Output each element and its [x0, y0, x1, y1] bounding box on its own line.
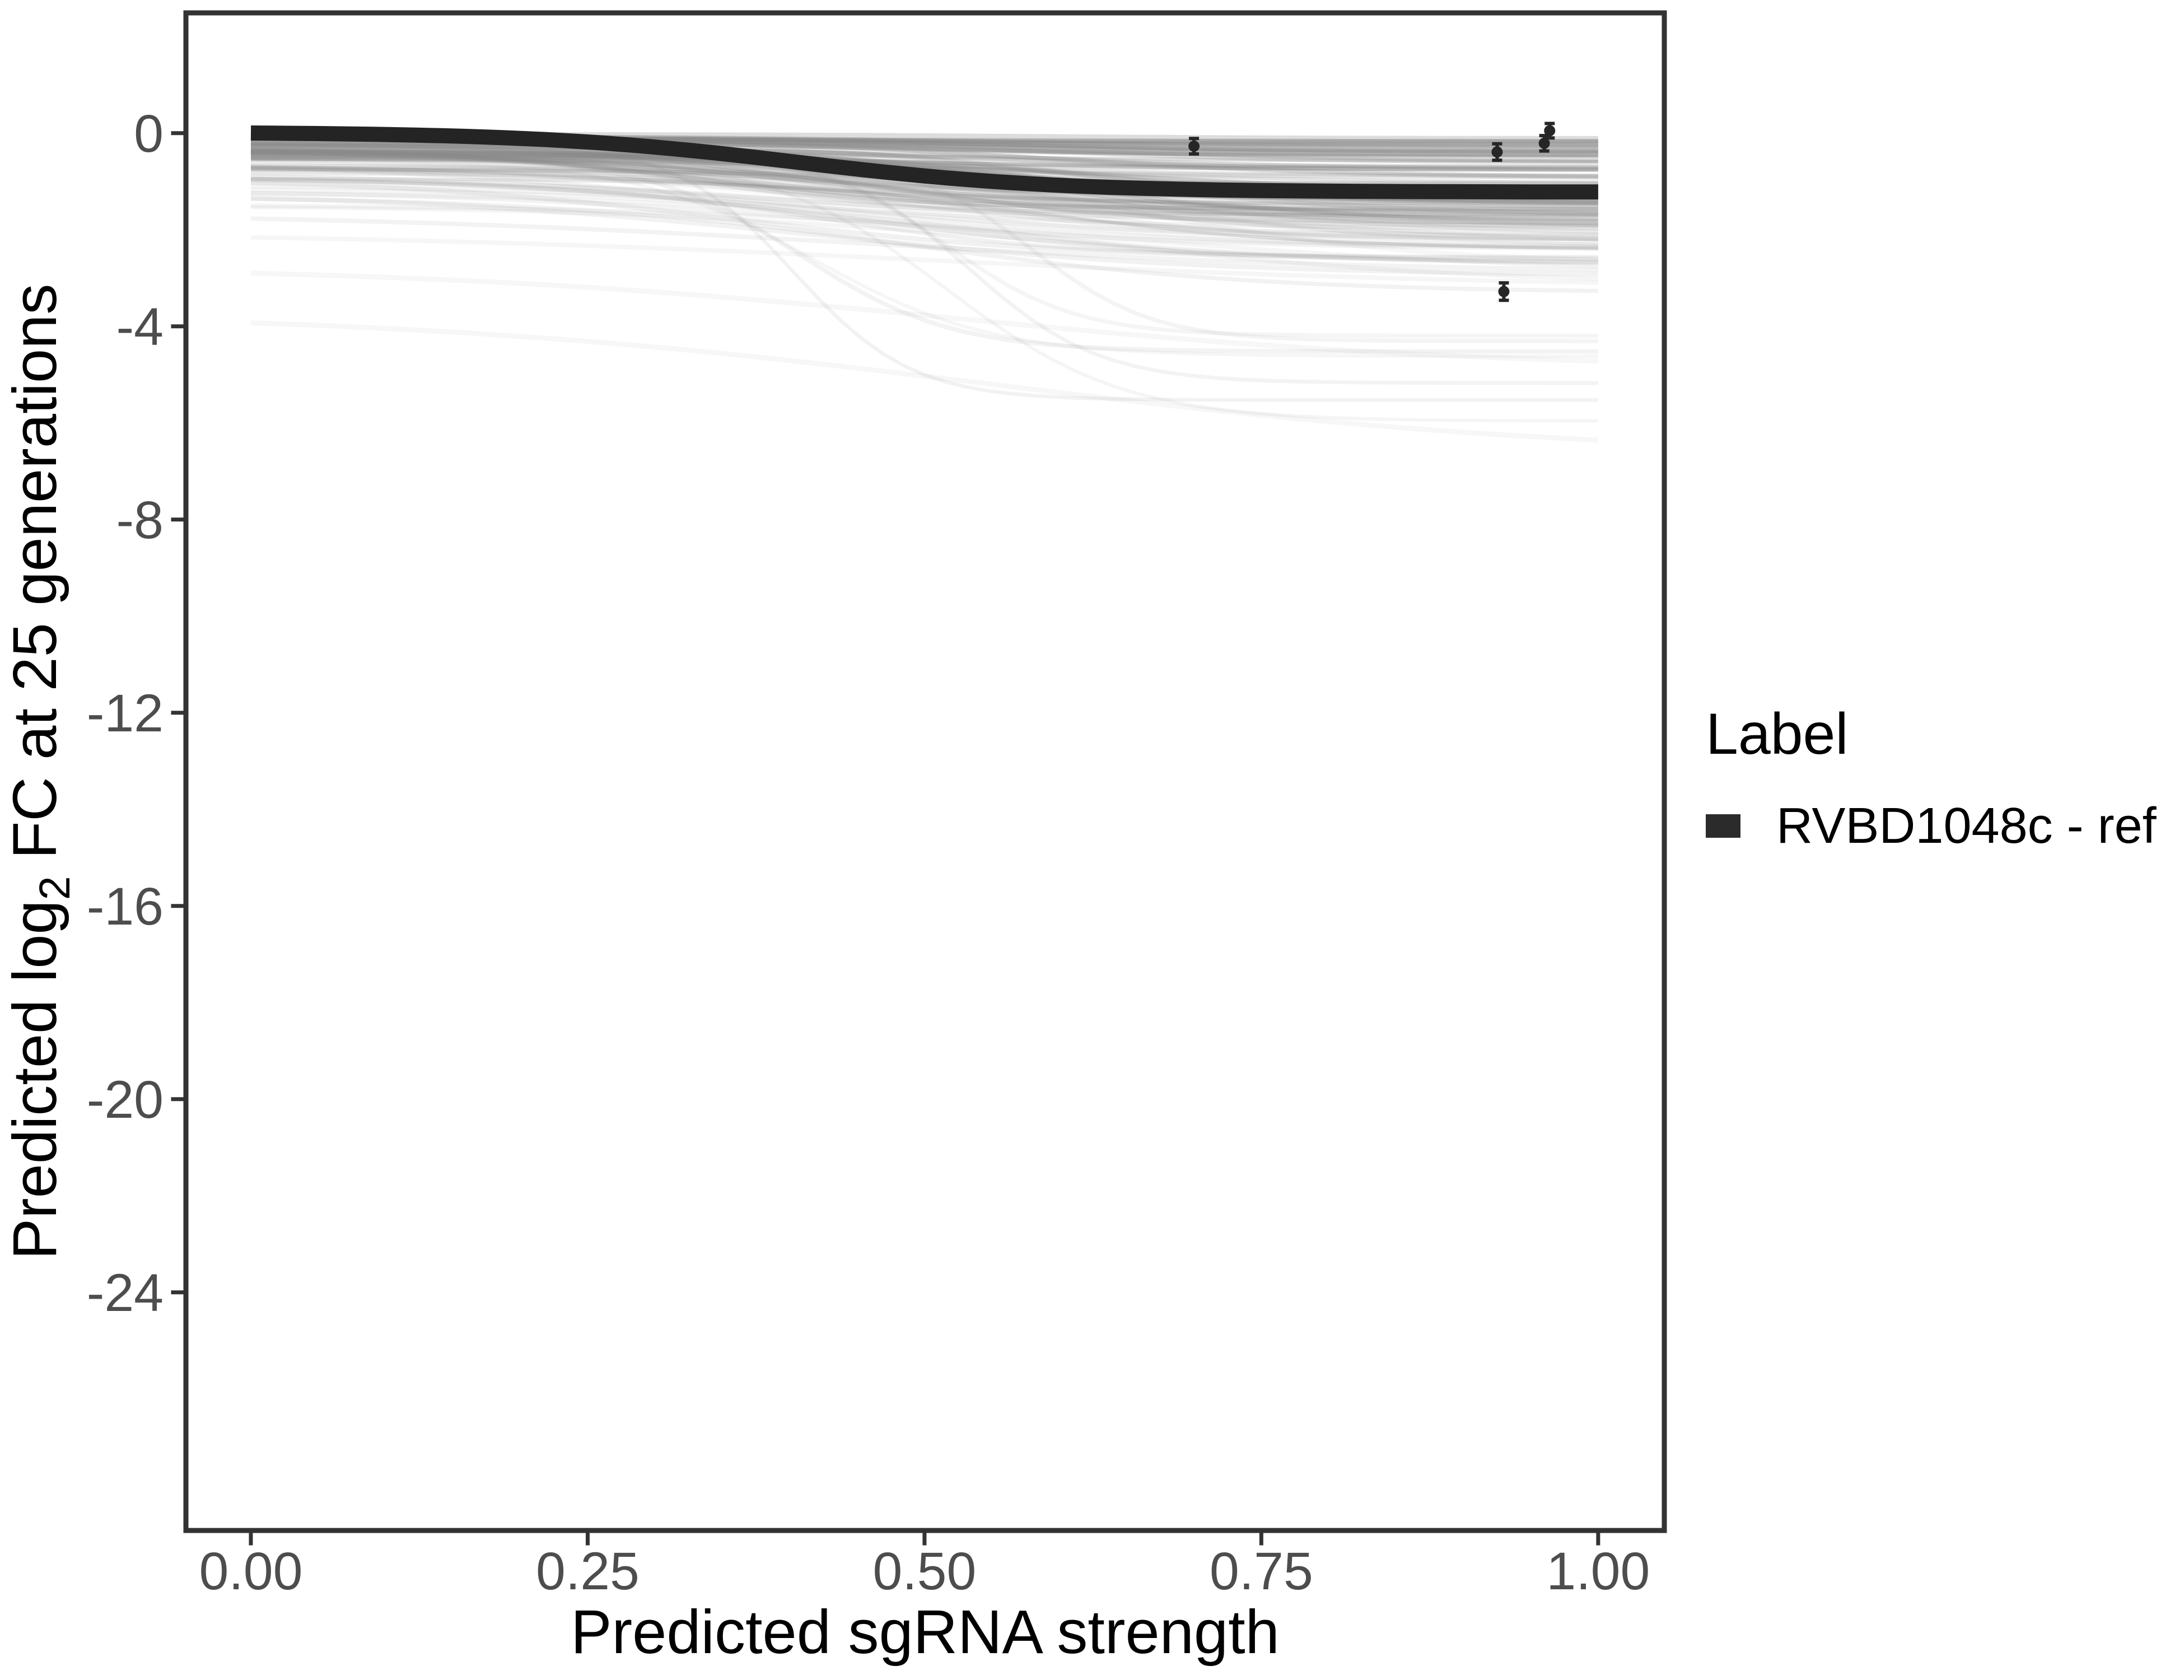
ensemble-curve [250, 164, 1598, 209]
data-points [1188, 122, 1556, 302]
ensemble-curve [250, 142, 1598, 226]
ensemble-curve [250, 143, 1598, 178]
ensemble-curve [250, 235, 1598, 285]
y-tick-label: -16 [87, 877, 164, 936]
legend-title: Label [1706, 702, 1849, 767]
ensemble-curve [250, 167, 1598, 251]
legend-item-label: RVBD1048c - ref [1776, 797, 2157, 854]
ensemble-curve [250, 166, 1598, 241]
ensemble-curve [250, 197, 1598, 293]
ensemble-curve [250, 195, 1598, 277]
ensemble-curve [251, 151, 1598, 385]
point-with-errorbar [1498, 281, 1510, 302]
ensemble-curve [250, 150, 1598, 211]
ensemble-curve [250, 145, 1598, 214]
y-tick-label: -4 [116, 297, 164, 357]
x-axis-title: Predicted sgRNA strength [571, 1598, 1280, 1667]
y-axis-title: Predicted log2 FC at 25 generations [1, 284, 79, 1260]
ensemble-curve [250, 184, 1598, 249]
ensemble-curve [250, 156, 1598, 171]
ensemble-curve [250, 270, 1599, 364]
ensemble-curve [250, 153, 1598, 423]
reference-line-swatch [1706, 814, 1740, 838]
ensemble-curve [250, 188, 1598, 264]
ensemble-curve [250, 166, 1598, 217]
ensemble-curve [251, 155, 1598, 343]
ensemble-curve [250, 216, 1598, 272]
ensemble-curve [250, 164, 1598, 241]
y-tick-label: -8 [116, 491, 164, 550]
ensemble-curve [250, 148, 1598, 184]
ensemble-curve [250, 155, 1598, 179]
ensemble-curve [250, 150, 1598, 163]
ensemble-curve [250, 165, 1598, 212]
ensemble-curve [250, 174, 1598, 225]
ensemble-curve [250, 156, 1598, 234]
ensemble-curve [250, 320, 1599, 443]
ensemble-curve [250, 152, 1598, 172]
ensemble-curve [251, 142, 1598, 402]
y-axis: 0 -4 -8 -12 -16 -20 -24 [87, 104, 184, 1323]
ensemble-curve [250, 191, 1599, 281]
ensemble-curve [250, 143, 1598, 206]
ensemble-curve [250, 149, 1598, 221]
x-tick-label: 1.00 [1546, 1542, 1650, 1601]
ensemble-curve [250, 176, 1598, 264]
ensemble-curve [250, 158, 1598, 237]
data-point [1538, 137, 1550, 149]
ensemble-curve [250, 147, 1598, 213]
x-tick-label: 0.00 [199, 1542, 303, 1601]
ensemble-curve [250, 152, 1598, 237]
point-with-errorbar [1538, 134, 1550, 153]
legend-item: RVBD1048c - ref [1706, 797, 2176, 855]
panel-border [183, 10, 1667, 1533]
ensemble-curve [250, 179, 1598, 250]
ensemble-curve [251, 153, 1598, 169]
point-with-errorbar [1544, 122, 1556, 140]
y-tick-label: 0 [134, 104, 164, 164]
ensemble-curve [251, 152, 1598, 338]
ensemble-curve [250, 159, 1598, 358]
ensemble-curve [250, 150, 1598, 222]
ensemble-curve [250, 205, 1598, 266]
y-tick-label: -20 [87, 1070, 164, 1130]
ensemble-curve [250, 169, 1598, 226]
ensemble-curve [250, 147, 1598, 218]
ensemble-curve [250, 203, 1599, 269]
ensemble-curve [250, 157, 1598, 246]
x-tick-label: 0.75 [1210, 1542, 1313, 1601]
x-tick-label: 0.25 [536, 1542, 640, 1601]
ensemble-curve [250, 150, 1598, 227]
data-point [1498, 286, 1510, 297]
ensemble-curve [250, 143, 1598, 179]
ensemble-curve [250, 142, 1598, 172]
data-point [1491, 146, 1503, 158]
data-point [1544, 125, 1556, 137]
ensemble-curve [250, 180, 1598, 262]
point-with-errorbar [1491, 142, 1503, 162]
ensemble-curve [250, 177, 1598, 250]
ensemble-curve [250, 165, 1598, 242]
y-tick-label: -12 [87, 684, 164, 743]
y-tick-label: -24 [87, 1263, 164, 1323]
ensemble-curve [251, 146, 1598, 171]
ensemble-curve [250, 156, 1598, 354]
point-with-errorbar [1188, 137, 1200, 156]
data-point [1188, 141, 1200, 152]
ensemble-curve [250, 177, 1598, 231]
reference-curve [250, 125, 1598, 200]
ensemble-curve [250, 163, 1598, 230]
x-axis: 0.00 0.25 0.50 0.75 1.00 [199, 1533, 1650, 1601]
ensemble-curve [250, 179, 1598, 259]
ensemble-curve [250, 150, 1598, 217]
ensemble-curve [250, 190, 1598, 251]
x-tick-label: 0.50 [872, 1542, 976, 1601]
ensemble-curve [250, 171, 1598, 241]
ensemble-curve [250, 165, 1599, 242]
legend: Label RVBD1048c - ref [1706, 701, 2176, 855]
ensemble-curve [250, 155, 1598, 228]
